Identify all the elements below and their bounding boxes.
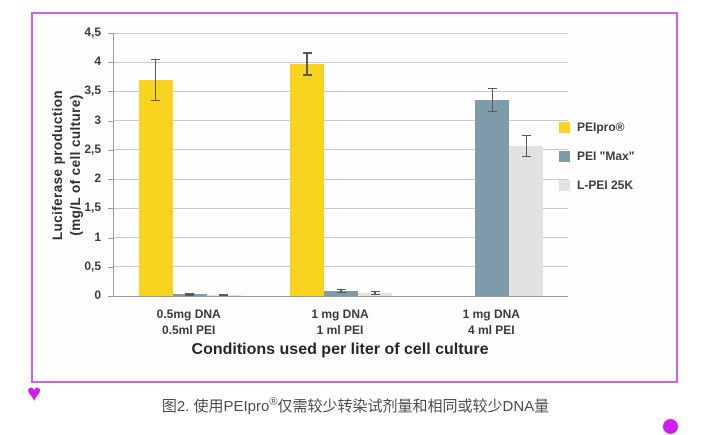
error-bar-cap — [521, 155, 531, 157]
error-bar-line — [340, 289, 342, 293]
caption-suffix: 仅需较少转染试剂量和相同或较少DNA量 — [277, 398, 550, 415]
legend-label: PEIpro® — [577, 120, 625, 134]
bar-series2-group2 — [324, 290, 358, 296]
bar-series3-group3 — [509, 145, 544, 296]
legend-swatch-yellow-icon — [559, 121, 570, 133]
y-tick-label: 1,5 — [84, 200, 101, 215]
y-tick-mark — [108, 120, 113, 122]
y-tick-label: 2,5 — [84, 141, 101, 156]
x-category-label: 1 mg DNA 1 ml PEI — [280, 306, 400, 338]
error-bar-line — [525, 135, 527, 157]
y-tick-label: 2 — [94, 171, 101, 186]
legend-item-pei-max: PEI "Max" — [559, 149, 634, 163]
error-bar-line — [491, 88, 493, 112]
y-tick-mark — [108, 266, 113, 268]
legend: PEIpro® PEI "Max" L-PEI 25K — [559, 120, 634, 192]
y-tick-mark — [108, 208, 113, 210]
error-bar-line — [374, 291, 376, 295]
x-category-line1: 1 mg DNA — [462, 307, 520, 321]
y-tick-label: 0 — [94, 288, 101, 302]
heart-icon: ♥ — [27, 380, 42, 407]
magenta-dot-icon — [663, 419, 678, 434]
y-tick-label: 0,5 — [84, 258, 101, 273]
registered-mark-icon: ® — [269, 396, 278, 408]
x-axis-title: Conditions used per liter of cell cultur… — [191, 341, 489, 358]
x-category-line2: 1 ml PEI — [316, 323, 364, 337]
gridline — [114, 149, 568, 151]
y-tick-label: 4,5 — [84, 25, 101, 39]
x-category-line1: 1 mg DNA — [311, 307, 369, 321]
x-category-label: 1 mg DNA 4 ml PEI — [431, 306, 551, 338]
figure-caption: 图2. 使用PEIpro®仅需较少转染试剂量和相同或较少DNA量 — [0, 395, 711, 416]
y-tick-label: 3 — [94, 112, 101, 127]
legend-label: L-PEI 25K — [577, 178, 634, 192]
figure-border-box: Luciferase production (mg/L of cell cult… — [31, 12, 678, 383]
legend-swatch-bluegray-icon — [559, 150, 570, 162]
error-bar-cap — [302, 52, 312, 54]
error-bar-cap — [336, 288, 346, 290]
error-bar-cap — [487, 111, 497, 113]
error-bar-cap — [219, 294, 229, 296]
error-bar-cap — [487, 88, 497, 90]
gridline — [114, 266, 568, 268]
gridline — [114, 120, 568, 122]
legend-item-peipro: PEIpro® — [559, 120, 634, 134]
bar-series1-group2 — [290, 64, 324, 296]
gridline — [114, 32, 568, 34]
gridline — [114, 90, 568, 92]
y-tick-mark — [108, 237, 113, 239]
y-tick-label: 1 — [94, 229, 101, 244]
legend-item-lpei25k: L-PEI 25K — [559, 178, 634, 192]
error-bar-cap — [185, 292, 195, 295]
x-category-line2: 0.5ml PEI — [162, 323, 216, 337]
error-bar-cap — [185, 294, 195, 296]
error-bar-cap — [302, 74, 312, 76]
y-tick-label: 3,5 — [84, 83, 101, 98]
y-tick-mark — [108, 33, 113, 34]
y-tick-mark — [108, 149, 113, 151]
x-category-line2: 4 ml PEI — [467, 323, 515, 337]
y-tick-label: 4 — [94, 54, 101, 69]
legend-label: PEI "Max" — [577, 149, 635, 163]
plot-area — [113, 32, 568, 297]
error-bar-cap — [336, 291, 346, 293]
error-bar-cap — [370, 291, 380, 293]
error-bar-cap — [151, 99, 161, 101]
y-tick-mark — [108, 62, 113, 64]
error-bar-line — [155, 59, 157, 101]
gridline — [114, 178, 568, 180]
error-bar-line — [223, 294, 225, 296]
gridline — [114, 237, 568, 239]
bar-series2-group3 — [475, 100, 510, 296]
bar-series1-group1 — [138, 79, 173, 296]
y-tick-mark — [108, 179, 113, 181]
legend-swatch-lightgray-icon — [559, 179, 570, 191]
error-bar-line — [189, 293, 191, 296]
caption-prefix: 图2. 使用PEIpro — [161, 398, 270, 415]
error-bar-cap — [219, 293, 229, 295]
x-category-line1: 0.5mg DNA — [156, 307, 221, 321]
gridline — [114, 61, 568, 63]
y-tick-mark — [108, 91, 113, 93]
x-category-label: 0.5mg DNA 0.5ml PEI — [129, 306, 249, 338]
error-bar-cap — [151, 58, 161, 60]
error-bar-cap — [521, 134, 531, 136]
y-tick-mark — [108, 296, 113, 297]
error-bar-line — [306, 52, 308, 76]
error-bar-cap — [370, 293, 380, 295]
gridline — [114, 207, 568, 209]
